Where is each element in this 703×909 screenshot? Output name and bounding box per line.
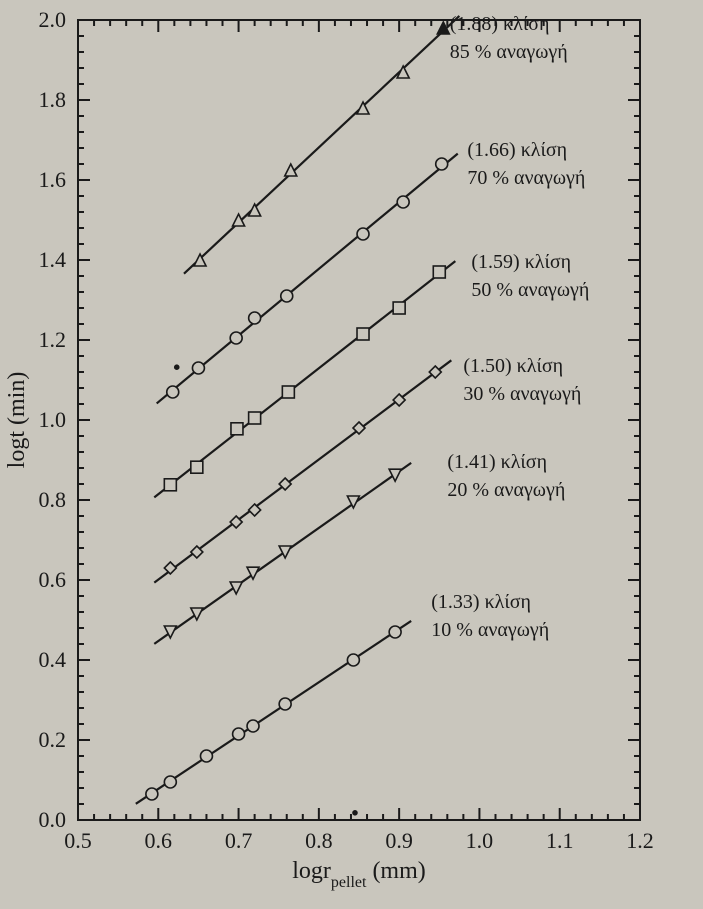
series-anno-r50-2: 50 % αναγωγή xyxy=(471,279,589,301)
svg-text:2.0: 2.0 xyxy=(39,7,67,32)
series-line-r10 xyxy=(136,621,411,804)
svg-text:0.7: 0.7 xyxy=(225,828,253,853)
svg-text:0.2: 0.2 xyxy=(39,727,67,752)
svg-text:1.6: 1.6 xyxy=(39,167,67,192)
svg-text:0.5: 0.5 xyxy=(64,828,92,853)
svg-text:0.4: 0.4 xyxy=(39,647,67,672)
svg-text:0.6: 0.6 xyxy=(145,828,173,853)
svg-text:1.1: 1.1 xyxy=(546,828,574,853)
svg-text:1.2: 1.2 xyxy=(39,327,67,352)
series-anno-r30-2: 30 % αναγωγή xyxy=(463,383,581,405)
svg-text:0.6: 0.6 xyxy=(39,567,67,592)
series-anno-r20-2: 20 % αναγωγή xyxy=(447,479,565,501)
series-anno-r70-2: 70 % αναγωγή xyxy=(467,167,585,189)
x-axis-label: logrpellet (mm) xyxy=(292,858,426,891)
series-anno-r85-1: (1.88) κλίση xyxy=(450,13,550,35)
svg-text:0.9: 0.9 xyxy=(385,828,413,853)
series-anno-r50-1: (1.59) κλίση xyxy=(471,251,571,273)
svg-text:0.0: 0.0 xyxy=(39,807,67,832)
series-line-r85 xyxy=(184,16,459,274)
svg-text:1.0: 1.0 xyxy=(39,407,67,432)
series-anno-r70-1: (1.66) κλίση xyxy=(467,139,567,161)
svg-text:0.8: 0.8 xyxy=(39,487,67,512)
series-anno-r10-1: (1.33) κλίση xyxy=(431,591,531,613)
series-anno-r85-2: 85 % αναγωγή xyxy=(450,41,568,63)
svg-text:1.8: 1.8 xyxy=(39,87,67,112)
chart: 0.5 0.6 0.7 0.8 0.9 1.0 1.1 1.2 0.0 0.2 0.4 0.6 0.8 1… xyxy=(0,0,703,909)
series-anno-r30-1: (1.50) κλίση xyxy=(463,355,563,377)
svg-text:1.4: 1.4 xyxy=(39,247,67,272)
series-anno-r10-2: 10 % αναγωγή xyxy=(431,619,549,641)
svg-text:1.0: 1.0 xyxy=(466,828,494,853)
y-axis-label: logt (min) xyxy=(4,372,30,469)
svg-text:0.8: 0.8 xyxy=(305,828,333,853)
svg-text:1.2: 1.2 xyxy=(626,828,654,853)
series-anno-r20-1: (1.41) κλίση xyxy=(447,451,547,473)
